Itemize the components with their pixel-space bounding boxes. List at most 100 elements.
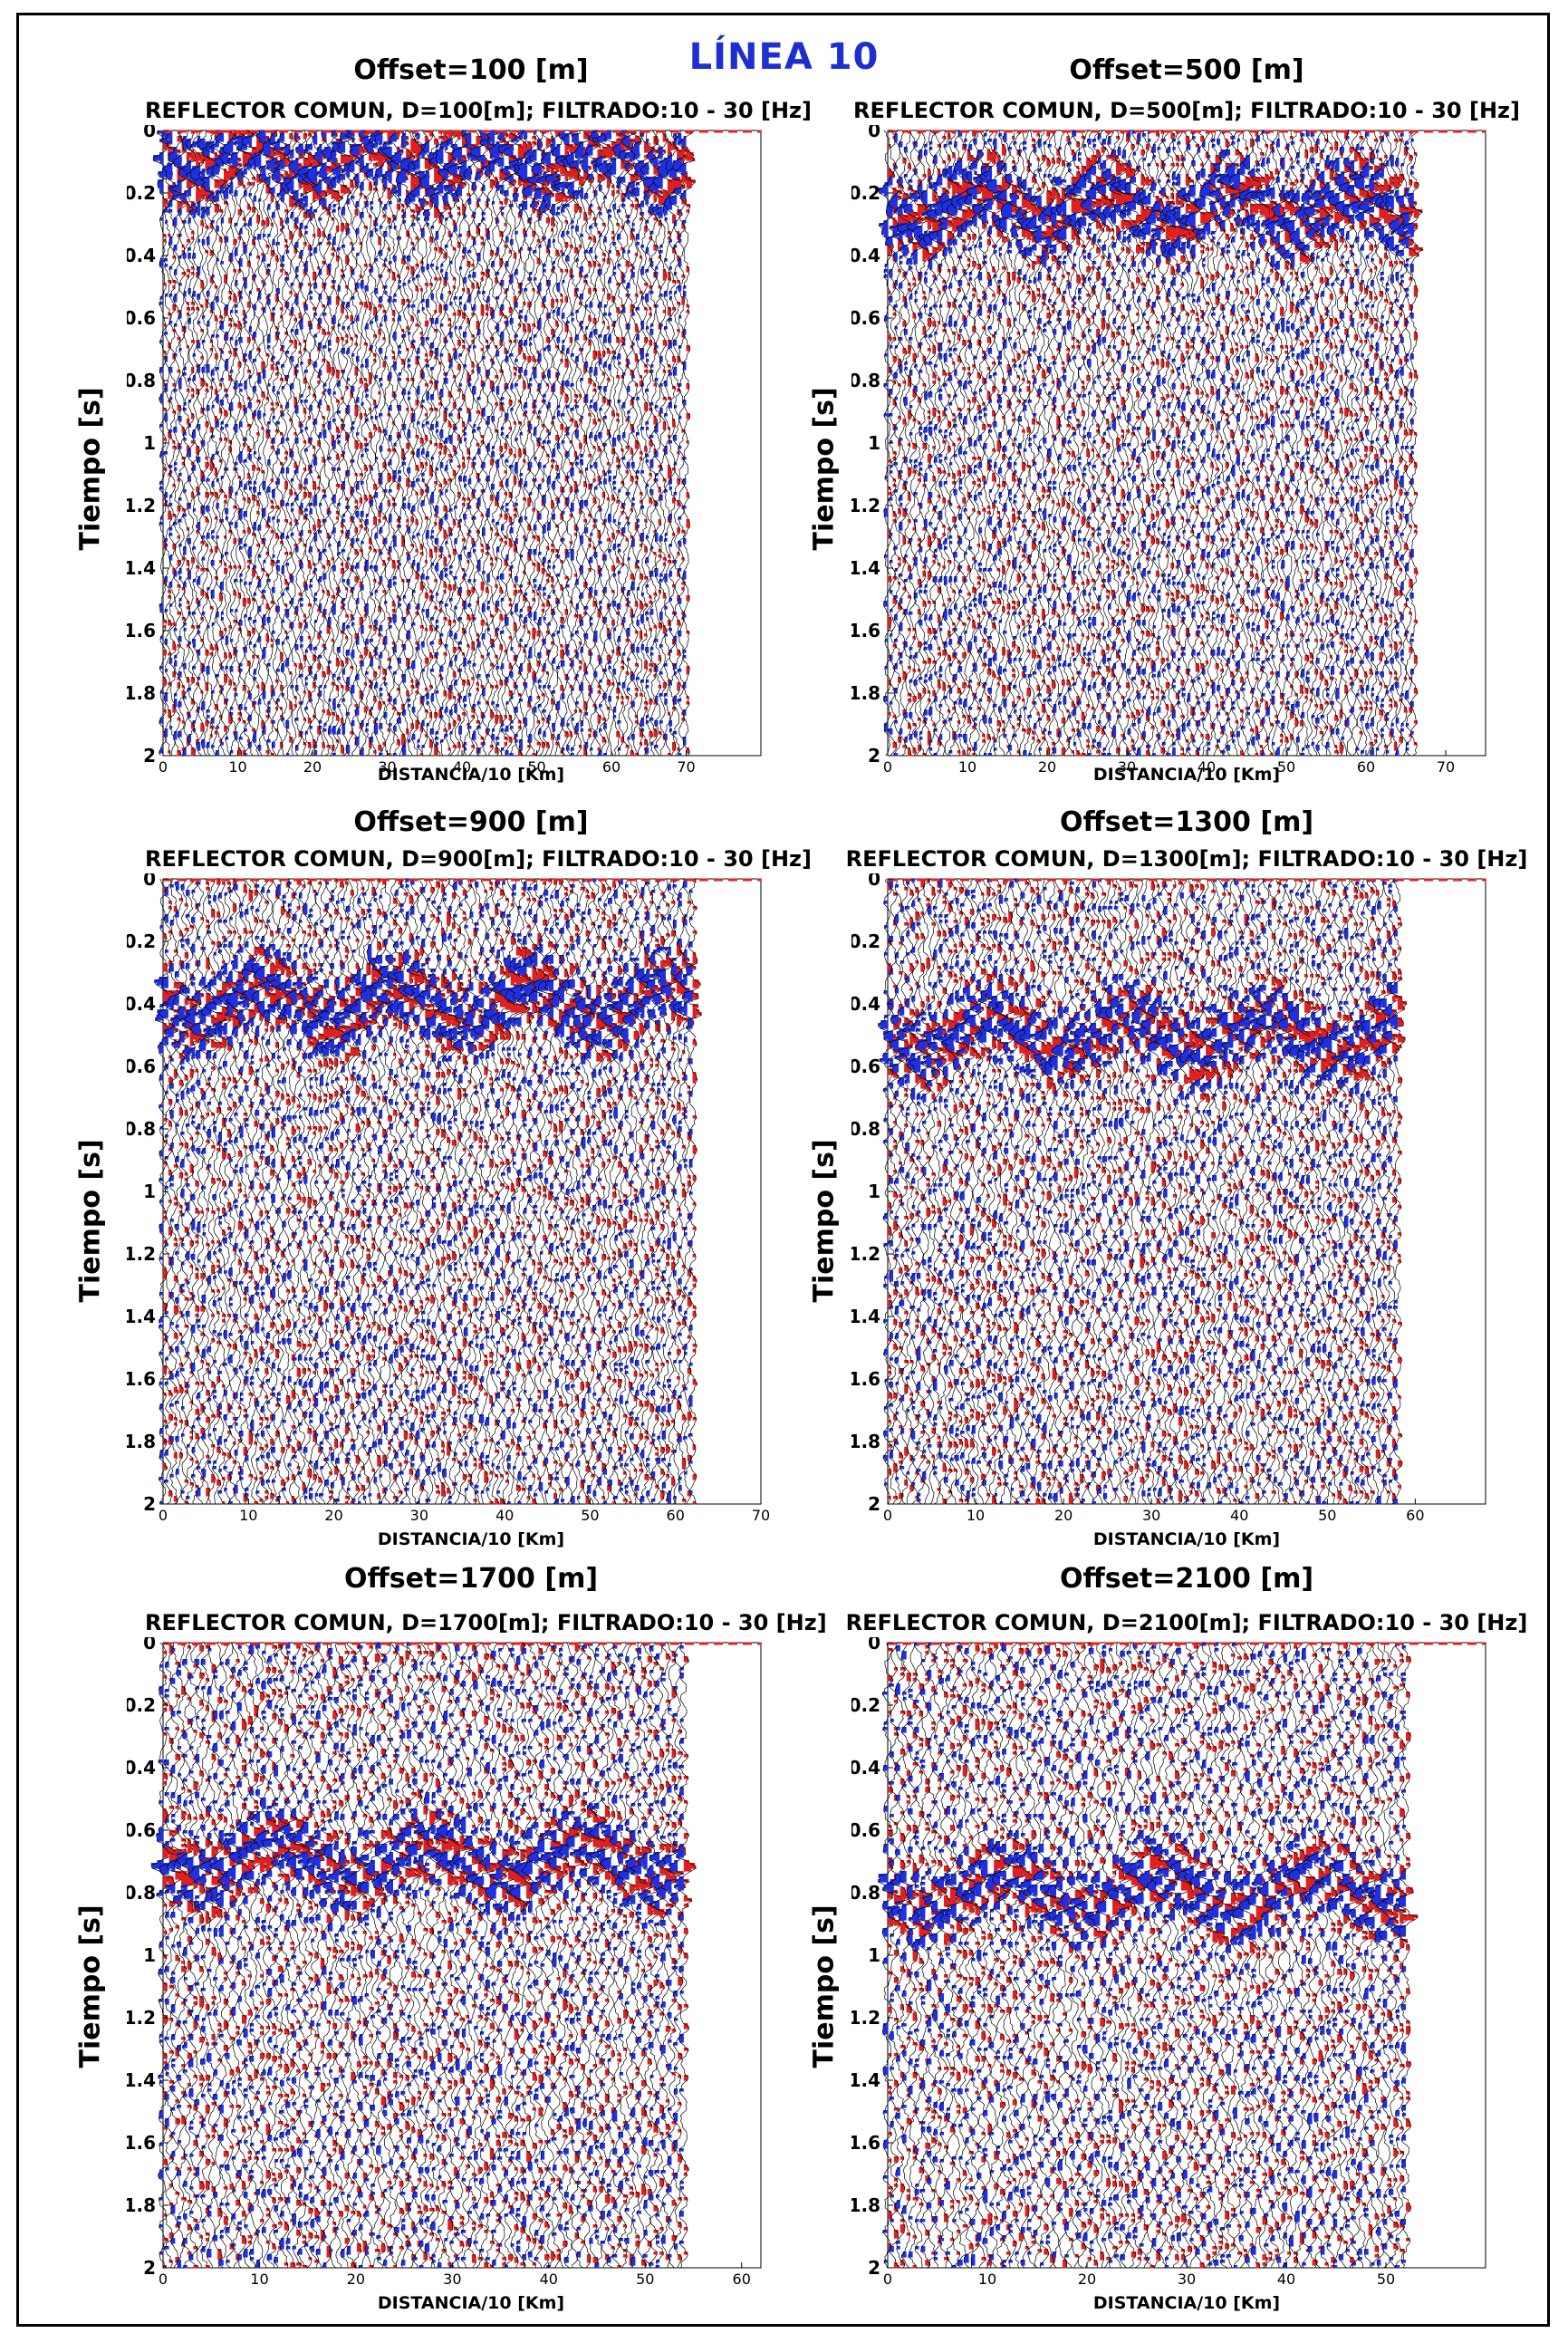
trace-fill <box>190 750 196 754</box>
trace-fill <box>263 487 266 490</box>
trace-fill <box>355 228 360 232</box>
trace-fill <box>168 712 171 716</box>
trace-fill <box>168 429 173 433</box>
trace-fill <box>318 179 322 183</box>
trace-fill <box>340 571 344 574</box>
trace-fill <box>345 660 349 664</box>
trace-fill <box>332 443 336 447</box>
trace-fill <box>389 723 392 727</box>
trace-fill <box>207 533 210 536</box>
trace-fill <box>418 152 425 156</box>
trace-fill <box>313 275 316 278</box>
trace-fill <box>373 307 377 311</box>
trace-fill <box>444 378 448 381</box>
trace-fill <box>326 190 332 194</box>
trace-fill <box>447 726 451 729</box>
trace-fill <box>300 429 303 433</box>
trace-fill <box>248 220 252 224</box>
trace-fill <box>380 201 383 205</box>
trace-fill <box>314 533 318 536</box>
trace-fill <box>224 535 226 539</box>
trace-fill <box>413 193 420 197</box>
trace-fill <box>317 266 321 270</box>
trace-fill <box>265 750 270 754</box>
trace-fill <box>303 204 308 207</box>
trace-fill <box>378 707 381 710</box>
trace-fill <box>408 391 411 395</box>
trace-fill <box>333 144 341 148</box>
trace-fill <box>183 582 187 585</box>
trace-fill <box>359 696 363 699</box>
trace-fill <box>391 155 401 159</box>
trace-fill <box>419 701 424 705</box>
trace-fill <box>434 310 438 313</box>
trace-fill <box>406 633 411 637</box>
trace-fill <box>177 179 182 183</box>
trace-fill <box>319 269 322 273</box>
trace-fill <box>200 329 204 333</box>
trace-fill <box>428 204 433 207</box>
trace-fill <box>187 451 191 455</box>
trace-fill <box>290 215 294 218</box>
trace-fill <box>426 535 429 539</box>
trace-fill <box>354 372 358 376</box>
trace-fill <box>417 310 420 313</box>
trace-fill <box>192 253 197 256</box>
trace-fill <box>462 601 466 604</box>
trace-fill <box>425 337 429 341</box>
trace-fill <box>389 459 392 463</box>
trace-fill <box>454 356 457 360</box>
trace-fill <box>177 207 180 210</box>
trace-fill <box>369 639 373 642</box>
trace-fill <box>427 397 429 400</box>
trace-fill <box>305 179 313 183</box>
trace-fill <box>212 171 219 175</box>
trace-fill <box>186 563 189 566</box>
trace-fill <box>356 174 360 178</box>
trace-fill <box>279 378 284 381</box>
trace-fill <box>281 198 284 202</box>
trace-fill <box>439 715 444 718</box>
trace-fill <box>190 699 194 702</box>
trace-fill <box>298 701 303 705</box>
trace-fill <box>237 362 242 365</box>
trace-fill <box>382 669 386 672</box>
trace-fill <box>200 728 205 732</box>
trace-fill <box>178 383 182 387</box>
trace-fill <box>284 484 288 487</box>
trace-fill <box>284 209 289 213</box>
trace-fill <box>267 334 271 338</box>
trace-fill <box>246 397 251 400</box>
trace-fill <box>331 155 336 159</box>
trace-fill <box>307 174 318 178</box>
trace-fill <box>290 386 294 390</box>
trace-fill <box>174 160 182 164</box>
trace-fill <box>263 234 266 237</box>
trace-fill <box>354 370 358 373</box>
trace-fill <box>391 476 395 479</box>
trace-fill <box>205 544 208 547</box>
trace-fill <box>163 408 167 411</box>
trace-fill <box>351 353 355 357</box>
trace-fill <box>256 511 260 515</box>
trace-fill <box>426 487 429 490</box>
trace-fill <box>197 625 201 629</box>
trace-fill <box>200 283 205 286</box>
trace-fill <box>207 669 210 672</box>
trace-fill <box>368 304 372 308</box>
trace-fill <box>271 693 275 697</box>
trace-fill <box>286 304 290 308</box>
trace-fill <box>270 136 275 140</box>
trace-fill <box>270 313 274 316</box>
trace-fill <box>233 299 237 303</box>
trace-fill <box>248 144 252 148</box>
trace-fill <box>462 424 466 428</box>
trace-fill <box>313 421 318 425</box>
trace-fill <box>200 356 204 360</box>
trace-fill <box>239 258 243 262</box>
trace-fill <box>173 296 178 300</box>
trace-fill <box>188 541 191 545</box>
trace-fill <box>270 530 274 534</box>
trace-fill <box>224 239 229 243</box>
trace-fill <box>272 242 275 246</box>
